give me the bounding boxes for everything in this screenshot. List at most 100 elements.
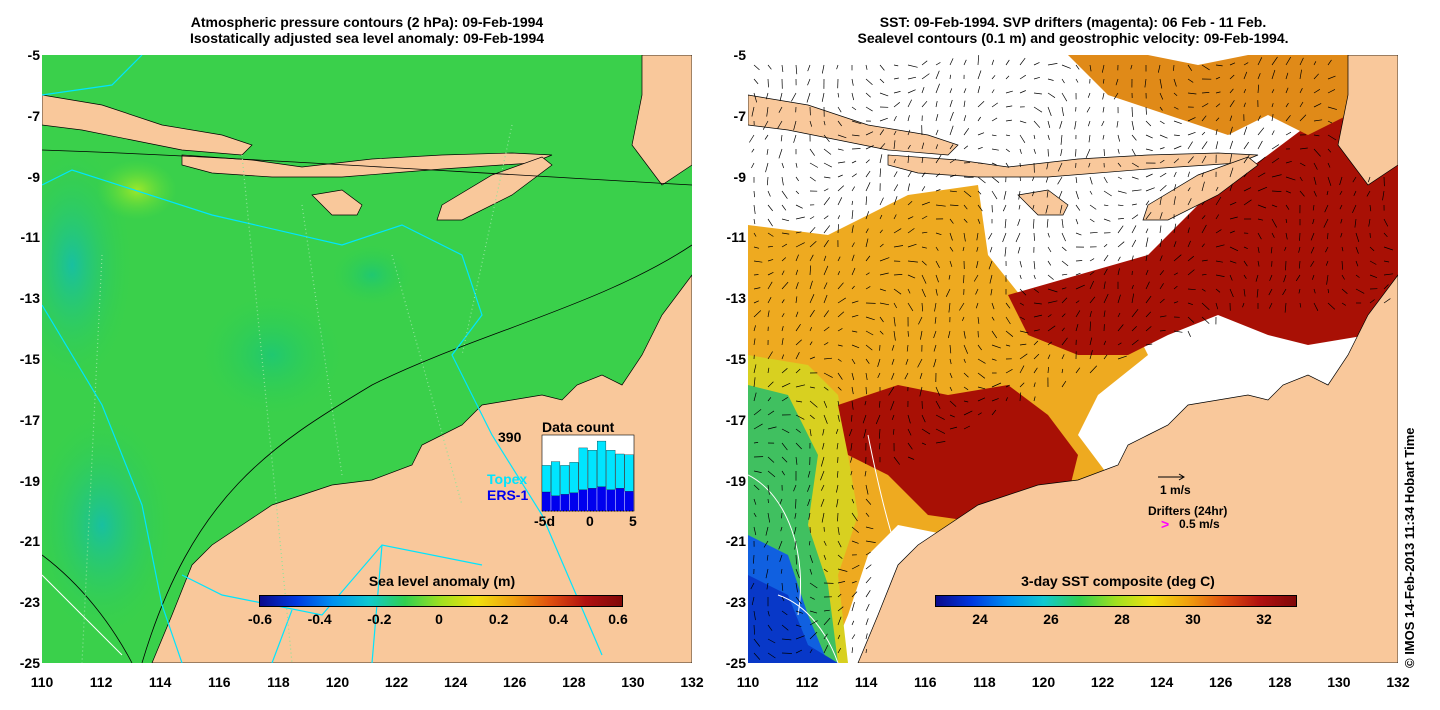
velocity-arrow xyxy=(767,367,770,374)
velocity-arrow xyxy=(1201,288,1206,292)
velocity-arrow xyxy=(1383,260,1390,263)
data-count-x-right: 5 xyxy=(629,513,637,529)
velocity-arrow xyxy=(934,302,937,312)
velocity-arrow xyxy=(1131,162,1139,168)
velocity-arrow xyxy=(1215,141,1219,150)
velocity-arrow xyxy=(823,414,828,424)
y-tick-label: -5 xyxy=(733,47,746,63)
velocity-arrow xyxy=(963,410,973,416)
velocity-arrow xyxy=(1103,244,1108,248)
velocity-arrow xyxy=(921,157,924,164)
velocity-arrow xyxy=(781,512,783,519)
velocity-arrow xyxy=(1313,89,1321,94)
velocity-arrow xyxy=(1313,190,1317,197)
velocity-arrow xyxy=(1215,302,1219,310)
velocity-arrow xyxy=(1131,203,1137,206)
velocity-arrow xyxy=(1352,204,1357,214)
velocity-arrow xyxy=(977,70,982,80)
pressure-contour-3 xyxy=(42,554,133,663)
velocity-arrow xyxy=(753,64,760,71)
velocity-arrow xyxy=(1298,288,1301,294)
velocity-arrow xyxy=(781,270,785,276)
velocity-arrow xyxy=(1131,225,1137,234)
velocity-arrow xyxy=(765,162,769,173)
velocity-arrow xyxy=(1019,260,1022,268)
velocity-arrow xyxy=(1173,254,1182,262)
velocity-arrow xyxy=(1045,204,1049,214)
velocity-arrow xyxy=(1187,187,1191,192)
velocity-arrow xyxy=(753,92,758,103)
velocity-arrow xyxy=(1005,134,1011,137)
velocity-arrow xyxy=(809,568,813,575)
velocity-arrow xyxy=(809,148,815,156)
velocity-arrow xyxy=(823,540,827,546)
velocity-arrow xyxy=(767,259,774,262)
velocity-arrow xyxy=(1033,302,1042,305)
velocity-arrow xyxy=(837,297,846,304)
velocity-arrow xyxy=(865,106,873,112)
velocity-arrow xyxy=(767,281,773,290)
velocity-arrow xyxy=(1089,204,1097,210)
velocity-arrow xyxy=(1271,174,1282,178)
velocity-arrow xyxy=(1215,288,1221,293)
velocity-arrow xyxy=(1327,106,1337,110)
velocity-arrow xyxy=(865,484,869,495)
velocity-arrow xyxy=(977,146,983,150)
velocity-arrow xyxy=(1229,201,1237,206)
velocity-arrow xyxy=(836,442,839,450)
velocity-arrow xyxy=(1075,190,1079,200)
velocity-arrow xyxy=(907,330,909,337)
velocity-arrow xyxy=(795,254,799,262)
velocity-arrow xyxy=(1271,103,1274,108)
y-tick-label: -23 xyxy=(19,594,40,611)
velocity-arrow xyxy=(795,176,799,182)
velocity-arrow xyxy=(1117,190,1127,194)
velocity-arrow xyxy=(1159,197,1162,206)
velocity-arrow xyxy=(1173,158,1180,164)
velocity-arrow xyxy=(809,341,813,346)
velocity-arrow xyxy=(921,142,925,150)
velocity-arrow xyxy=(921,442,927,446)
velocity-arrow xyxy=(1019,330,1029,334)
velocity-arrow xyxy=(963,115,967,122)
y-tick-label: -25 xyxy=(725,655,746,671)
velocity-arrow xyxy=(837,400,840,406)
right-title: SST: 09-Feb-1994. SVP drifters (magenta)… xyxy=(748,14,1398,46)
velocity-arrow xyxy=(1201,115,1207,122)
velocity-arrow xyxy=(1103,354,1108,360)
velocity-arrow xyxy=(1327,232,1329,240)
velocity-arrow xyxy=(1033,288,1040,293)
velocity-arrow xyxy=(791,92,797,102)
velocity-arrow xyxy=(1145,106,1147,115)
velocity-arrow xyxy=(753,218,756,225)
velocity-arrow xyxy=(1187,171,1190,178)
velocity-arrow xyxy=(1131,284,1134,290)
velocity-arrow xyxy=(920,330,923,340)
velocity-arrow xyxy=(949,232,953,241)
velocity-arrow xyxy=(795,162,798,168)
velocity-arrow xyxy=(767,245,774,248)
y-tick-label: -13 xyxy=(19,290,40,307)
velocity-arrow xyxy=(795,311,799,318)
velocity-arrow xyxy=(1173,106,1179,110)
velocity-arrow xyxy=(1075,367,1081,374)
velocity-arrow xyxy=(781,382,791,388)
x-tick-label: 130 xyxy=(1327,674,1351,690)
velocity-arrow xyxy=(1131,255,1134,262)
velocity-arrow xyxy=(753,274,759,276)
velocity-arrow xyxy=(1299,302,1302,308)
velocity-arrow xyxy=(1215,260,1223,263)
sst-map: 1 m/s Drifters (24hr) > 0.5 m/s 3-day SS… xyxy=(748,55,1398,663)
velocity-arrow xyxy=(1032,204,1035,209)
velocity-arrow xyxy=(781,368,788,374)
velocity-arrow xyxy=(1116,120,1119,128)
velocity-arrow xyxy=(781,428,790,434)
velocity-arrow xyxy=(865,330,874,336)
velocity-arrow xyxy=(1002,204,1007,212)
drifter-scale-label: 0.5 m/s xyxy=(1179,517,1220,531)
velocity-arrow xyxy=(1059,204,1063,214)
velocity-arrow xyxy=(795,64,798,75)
velocity-arrow xyxy=(1327,75,1336,80)
velocity-arrow xyxy=(1299,147,1308,150)
velocity-arrow xyxy=(766,582,769,590)
